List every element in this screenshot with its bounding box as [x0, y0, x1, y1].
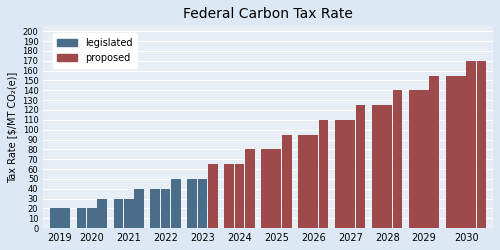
- Bar: [308, 134, 318, 228]
- Bar: [346, 120, 355, 228]
- Bar: [234, 164, 244, 228]
- Bar: [97, 199, 107, 228]
- Bar: [430, 76, 439, 228]
- Bar: [456, 76, 466, 228]
- Bar: [261, 150, 271, 228]
- Bar: [60, 208, 70, 228]
- Bar: [87, 208, 97, 228]
- Title: Federal Carbon Tax Rate: Federal Carbon Tax Rate: [183, 7, 353, 21]
- Legend: legislated, proposed: legislated, proposed: [52, 33, 137, 68]
- Bar: [392, 90, 402, 228]
- Bar: [208, 164, 218, 228]
- Bar: [372, 105, 382, 228]
- Bar: [171, 179, 180, 228]
- Bar: [409, 90, 419, 228]
- Bar: [446, 76, 456, 228]
- Bar: [124, 199, 134, 228]
- Bar: [272, 150, 281, 228]
- Bar: [476, 61, 486, 228]
- Bar: [298, 134, 308, 228]
- Bar: [76, 208, 86, 228]
- Bar: [466, 61, 476, 228]
- Bar: [245, 150, 254, 228]
- Bar: [188, 179, 197, 228]
- Bar: [419, 90, 429, 228]
- Bar: [335, 120, 345, 228]
- Bar: [224, 164, 234, 228]
- Bar: [318, 120, 328, 228]
- Bar: [134, 189, 144, 228]
- Bar: [160, 189, 170, 228]
- Bar: [356, 105, 366, 228]
- Y-axis label: Tax Rate [$/MT CO₂(e)]: Tax Rate [$/MT CO₂(e)]: [7, 72, 17, 183]
- Bar: [50, 208, 59, 228]
- Bar: [198, 179, 207, 228]
- Bar: [282, 134, 292, 228]
- Bar: [382, 105, 392, 228]
- Bar: [114, 199, 124, 228]
- Bar: [150, 189, 160, 228]
